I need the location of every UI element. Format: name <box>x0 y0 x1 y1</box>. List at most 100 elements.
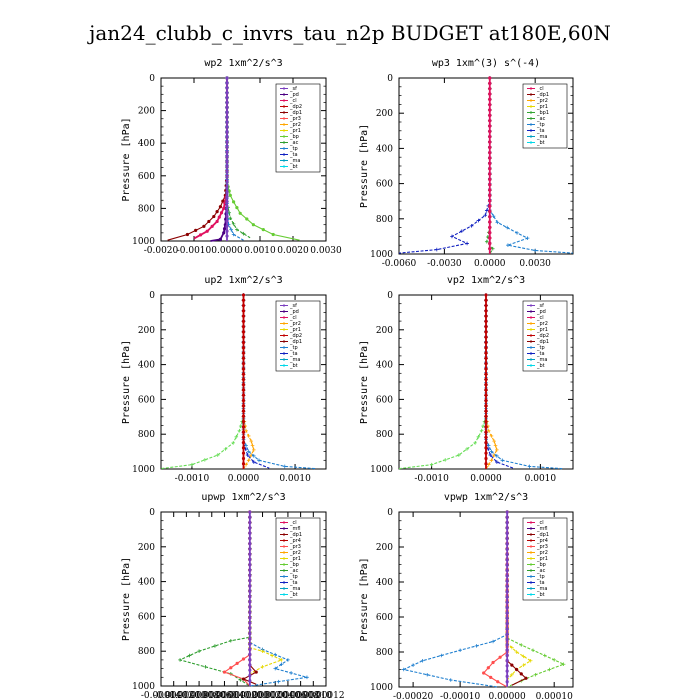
data-point_ac <box>420 658 425 663</box>
data-point_cl <box>505 611 509 615</box>
legend-entry: _tp <box>536 122 545 128</box>
data-point_ac <box>425 672 430 677</box>
series_pr3 <box>222 510 252 687</box>
data-point_pr1 <box>246 434 251 438</box>
data-point_pd <box>484 293 488 297</box>
data-point_bp <box>271 232 275 237</box>
y-tick-label: 400 <box>138 361 155 371</box>
data-point_sf <box>225 214 229 218</box>
series-line_ac <box>402 512 508 688</box>
data-point_bp <box>238 211 242 215</box>
legend-marker <box>282 87 286 90</box>
legend-marker <box>282 165 286 168</box>
series_dp1 <box>160 293 246 470</box>
panel-title: wp2 1xm^2/s^3 <box>204 58 282 69</box>
y-tick-label: 1000 <box>132 465 155 475</box>
data-point_dp1 <box>254 670 258 674</box>
legend-marker <box>529 117 533 120</box>
data-point_cl <box>505 680 509 684</box>
data-point_pd <box>241 372 246 376</box>
data-point_tp <box>505 225 509 230</box>
series-line_ta <box>242 295 270 469</box>
data-point_pd <box>241 451 246 455</box>
x-tick-label: 0.00004 <box>257 691 294 700</box>
data-point_tp <box>515 231 519 235</box>
legend-entry: _ta <box>289 351 298 357</box>
data-point_cl <box>215 219 219 224</box>
data-point_sf <box>225 219 229 223</box>
legend: _sf_pd_cl_pr2_pr1_dp2_dp1_tp_ta_ma_bt <box>522 300 568 372</box>
data-point_pd <box>241 383 246 387</box>
data-point_cl <box>488 225 492 229</box>
legend-entry: _ac <box>536 568 546 574</box>
data-point_tp <box>491 214 496 218</box>
legend-entry: _ta <box>289 580 298 586</box>
data-point_dp1 <box>457 453 461 457</box>
legend-entry: _tp <box>289 345 298 351</box>
data-point_pr1 <box>486 462 491 467</box>
data-point_tp <box>276 679 281 684</box>
legend-marker <box>529 105 533 108</box>
legend-entry: _cl <box>289 520 297 526</box>
data-point_cl <box>505 574 509 578</box>
legend-entry: _pr1 <box>289 327 301 333</box>
data-point_bp1 <box>491 246 495 251</box>
data-point_cl <box>505 531 509 535</box>
legend-marker <box>282 539 286 542</box>
data-point_pd <box>484 372 488 376</box>
data-point_bp <box>245 217 249 221</box>
data-point_cl <box>505 536 509 541</box>
legend-entry: _ma <box>289 586 300 592</box>
y-tick-label: 0 <box>387 508 393 518</box>
data-point_tp <box>533 248 537 253</box>
x-tick-label: -0.0010 <box>414 474 449 484</box>
data-point_pd <box>484 462 488 466</box>
data-point_cl <box>248 589 252 593</box>
legend-entry: _ma <box>536 586 547 592</box>
chart-panel-1: wp2 1xm^2/s^3 Pressure [hPa] 0 200 400 600 800… <box>121 58 342 256</box>
data-point_sf <box>225 76 229 80</box>
legend: _cl_mfl_dp1_pr4_pr3_pr2_pr1_bp_ac_tp_ta_… <box>275 517 321 601</box>
y-tick-label: 800 <box>376 430 393 440</box>
chart-panel-4: vp2 1xm^2/s^3 Pressure [hPa] 0 200 400 600 800… <box>359 275 574 484</box>
y-tick-label: 0 <box>149 508 155 518</box>
legend-marker <box>282 593 286 596</box>
data-point_cl <box>505 632 509 636</box>
series_pr3 <box>482 510 509 688</box>
y-tick-label: 200 <box>138 543 155 553</box>
data-point_pr2 <box>510 645 514 650</box>
y-tick-label: 600 <box>138 395 155 405</box>
data-point_cl <box>248 663 252 667</box>
data-point_cl <box>505 526 509 530</box>
data-point_cl <box>505 589 509 594</box>
legend-entry: _pr2 <box>536 98 548 104</box>
data-point_cl <box>488 220 492 224</box>
y-axis-label: Pressure [hPa] <box>359 557 370 641</box>
data-point_ta <box>476 218 481 223</box>
data-point_pr1 <box>260 649 265 653</box>
legend-entry: _ma <box>289 357 300 363</box>
legend-entry: _dp1 <box>536 92 549 98</box>
legend-marker <box>529 551 533 554</box>
data-point_cl <box>505 552 509 557</box>
y-tick-label: 1000 <box>370 683 393 693</box>
legend-entry: _cl <box>536 86 544 92</box>
legend-marker <box>282 147 286 150</box>
series-line_dp1 <box>167 78 228 241</box>
data-point_dp1 <box>476 435 481 439</box>
data-point_pd <box>241 377 246 381</box>
data-point_cl <box>505 664 509 668</box>
legend-entry: _ta <box>536 351 545 357</box>
x-tick-label: 0.00000 <box>231 691 268 700</box>
panel-title: vp2 1xm^2/s^3 <box>447 275 525 286</box>
data-point_pr1 <box>552 658 556 662</box>
data-point_pr3 <box>489 675 493 679</box>
data-point_cl <box>488 145 492 149</box>
data-point_dp1 <box>185 232 189 237</box>
data-point_tp <box>500 458 505 463</box>
data-point_ta <box>488 453 493 457</box>
data-point_cl <box>248 615 252 620</box>
legend-entry: _pd <box>289 92 299 98</box>
data-point_tp <box>246 449 251 454</box>
